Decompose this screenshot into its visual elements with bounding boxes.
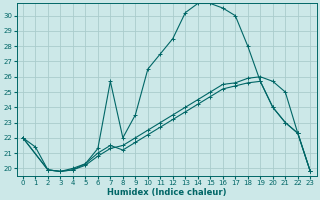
X-axis label: Humidex (Indice chaleur): Humidex (Indice chaleur) (107, 188, 226, 197)
